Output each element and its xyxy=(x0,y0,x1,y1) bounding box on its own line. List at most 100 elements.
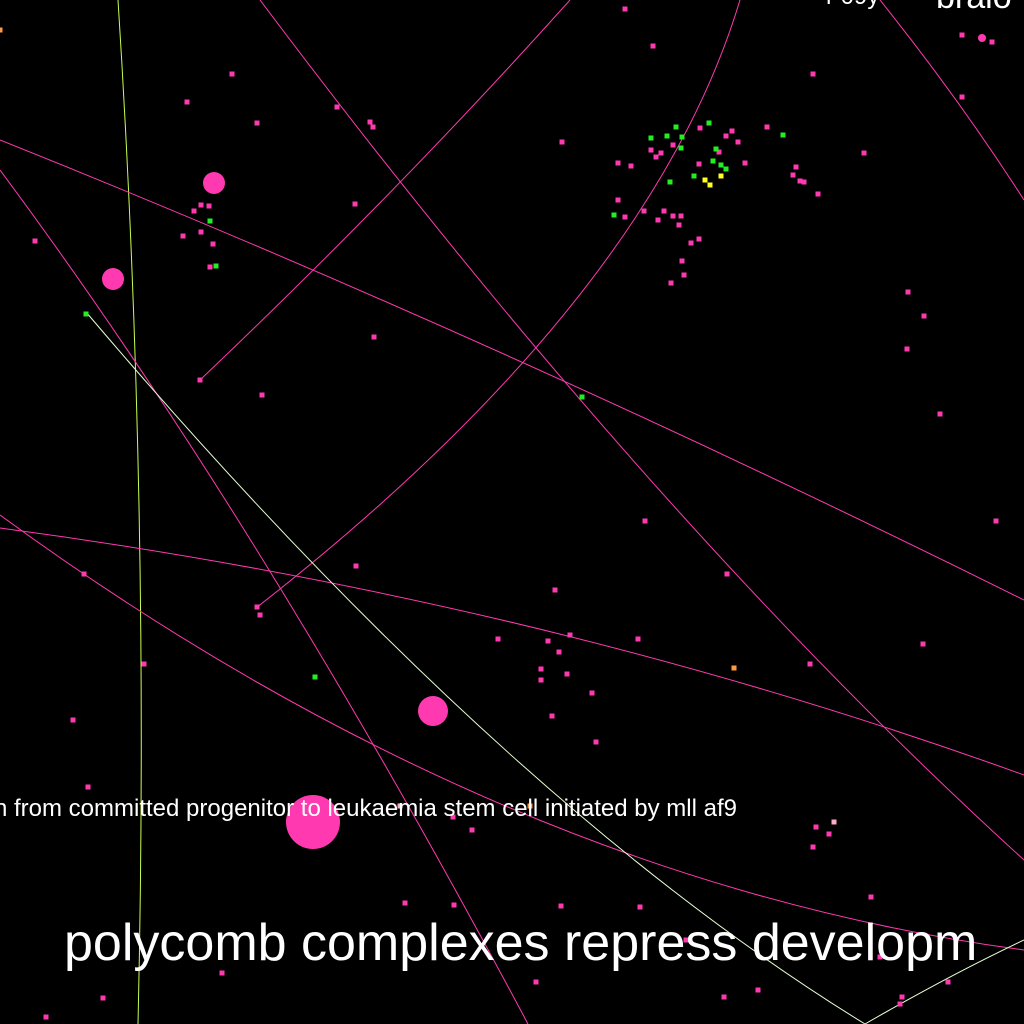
small-nodes xyxy=(0,6,999,1020)
graph-node-small xyxy=(664,133,670,139)
graph-edge xyxy=(85,311,866,1024)
graph-node-small xyxy=(334,104,340,110)
graph-node-small xyxy=(707,182,713,188)
graph-node-small xyxy=(85,784,91,790)
graph-node-small xyxy=(312,674,318,680)
graph-node-small xyxy=(723,166,729,172)
graph-node-small xyxy=(718,173,724,179)
graph-node-small xyxy=(710,158,716,164)
graph-node-small xyxy=(198,229,204,235)
graph-node xyxy=(978,34,986,42)
graph-node-small xyxy=(622,6,628,12)
graph-node-small xyxy=(793,164,799,170)
graph-node-small xyxy=(801,179,807,185)
graph-node-small xyxy=(556,649,562,655)
graph-node-small xyxy=(688,240,694,246)
graph-node-small xyxy=(650,43,656,49)
graph-node-small xyxy=(807,661,813,667)
graph-node-small xyxy=(184,99,190,105)
graph-node-small xyxy=(810,71,816,77)
graph-node-small xyxy=(697,125,703,131)
graph-node-small xyxy=(673,124,679,130)
graph-node-small xyxy=(206,203,212,209)
graph-node-small xyxy=(653,154,659,160)
graph-node-small xyxy=(254,604,260,610)
graph-node-small xyxy=(731,665,737,671)
graph-node xyxy=(286,795,340,849)
graph-node-small xyxy=(207,218,213,224)
graph-edge xyxy=(0,527,1024,776)
graph-node-small xyxy=(831,819,837,825)
graph-node-small xyxy=(764,124,770,130)
graph-node-small xyxy=(257,612,263,618)
graph-node-small xyxy=(219,970,225,976)
graph-node-small xyxy=(615,197,621,203)
graph-node-small xyxy=(667,179,673,185)
graph-node-small xyxy=(648,147,654,153)
graph-node-small xyxy=(815,191,821,197)
graph-node-small xyxy=(559,139,565,145)
graph-node-small xyxy=(920,641,926,647)
graph-node xyxy=(418,696,448,726)
graph-node-small xyxy=(921,313,927,319)
graph-node-small xyxy=(989,39,995,45)
graph-node-small xyxy=(552,587,558,593)
graph-node-small xyxy=(713,146,719,152)
graph-node-small xyxy=(589,690,595,696)
graph-node-small xyxy=(450,814,456,820)
graph-node-small xyxy=(755,987,761,993)
graph-node-small xyxy=(679,134,685,140)
graph-node-small xyxy=(904,346,910,352)
graph-node-small xyxy=(691,173,697,179)
graph-node xyxy=(102,268,124,290)
graph-node-small xyxy=(564,671,570,677)
graph-node-small xyxy=(877,954,883,960)
graph-node-small xyxy=(469,827,475,833)
graph-node-small xyxy=(706,120,712,126)
graph-node-small xyxy=(668,280,674,286)
graph-node-small xyxy=(81,571,87,577)
graph-node-small xyxy=(593,739,599,745)
graph-node-small xyxy=(897,1001,903,1007)
graph-node-small xyxy=(780,132,786,138)
graph-node-small xyxy=(207,264,213,270)
graph-node-small xyxy=(353,563,359,569)
labels: n from committed progenitor to leukaemia… xyxy=(0,0,1012,972)
graph-node-small xyxy=(352,201,358,207)
graph-edge xyxy=(259,0,1024,861)
graph-node-small xyxy=(993,518,999,524)
graph-node-small xyxy=(567,632,573,638)
graph-node-small xyxy=(716,149,722,155)
graph-node-small xyxy=(937,411,943,417)
graph-node-small xyxy=(622,214,628,220)
graph-node-small xyxy=(538,666,544,672)
node-label-leukaemia: n from committed progenitor to leukaemia… xyxy=(0,795,737,822)
graph-node-small xyxy=(681,272,687,278)
graph-node-small xyxy=(611,212,617,218)
graph-node-small xyxy=(370,124,376,130)
graph-node-small xyxy=(670,213,676,219)
graph-node-small xyxy=(210,241,216,247)
graph-node-small xyxy=(545,638,551,644)
graph-node-small xyxy=(826,831,832,837)
graph-node-small xyxy=(637,904,643,910)
graph-node-small xyxy=(0,27,3,33)
graph-node-small xyxy=(451,902,457,908)
graph-node-small xyxy=(180,233,186,239)
graph-node-small xyxy=(813,824,819,830)
graph-edge xyxy=(0,514,1024,951)
graph-node-small xyxy=(628,163,634,169)
graph-edge xyxy=(0,169,529,1024)
graph-node-small xyxy=(678,145,684,151)
graph-edge xyxy=(199,0,571,381)
graph-node-small xyxy=(661,208,667,214)
graph-node-small xyxy=(43,1014,49,1020)
graph-node-small xyxy=(959,94,965,100)
graph-node-small xyxy=(495,636,501,642)
graph-node-small xyxy=(724,571,730,577)
graph-node-small xyxy=(810,844,816,850)
graph-node-small xyxy=(229,71,235,77)
graph-node-small xyxy=(676,222,682,228)
graph-node-small xyxy=(861,150,867,156)
